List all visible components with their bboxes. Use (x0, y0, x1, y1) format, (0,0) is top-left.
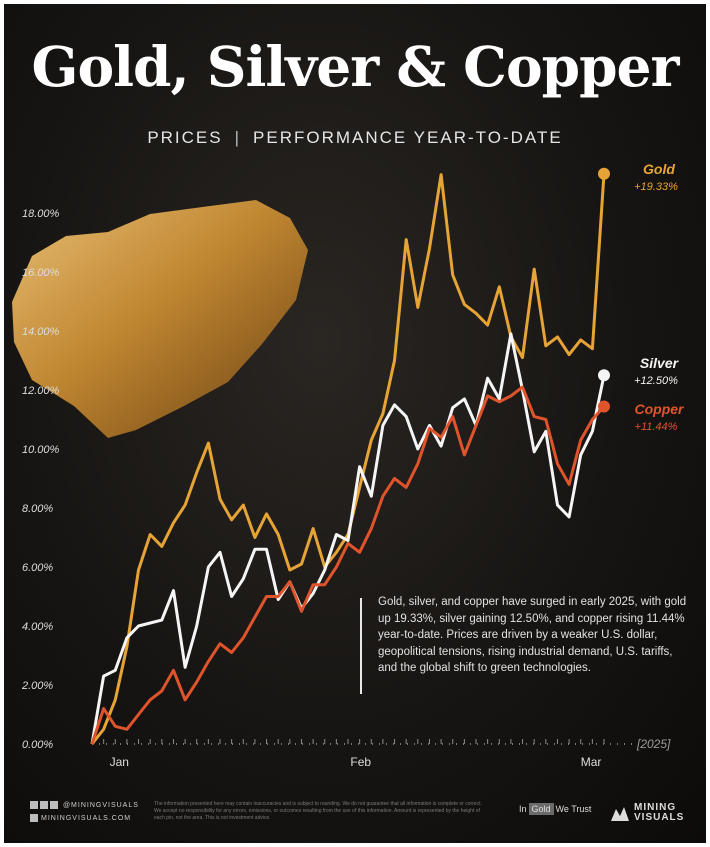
series-name-label: Copper (635, 401, 686, 417)
x-tick-label: Feb (350, 755, 371, 769)
series-name-label: Gold (643, 161, 675, 177)
x-tick-label: Mar (581, 755, 602, 769)
facebook-icon[interactable] (30, 801, 38, 809)
website-link[interactable]: MININGVISUALS.COM (30, 814, 131, 822)
chart-svg: 0.00% 2.00% 4.00% 6.00% 8.00% 10.00% 12.00% 14.… (12, 161, 685, 769)
series-end-point-gold (598, 167, 610, 180)
series-end-point-copper (598, 400, 610, 413)
y-tick-label: 16.00% (22, 267, 60, 279)
trust-in: In (519, 804, 527, 814)
series-value-label: +11.44% (635, 421, 678, 433)
infographic-frame: Gold, Silver & Copper PRICES | PERFORMANCE… (4, 4, 706, 843)
in-gold-we-trust-logo: In Gold We Trust (519, 803, 591, 815)
y-tick-label: 18.00% (22, 208, 60, 220)
y-tick-label: 4.00% (22, 621, 53, 633)
subtitle-separator: | (234, 128, 242, 147)
y-tick-label: 0.00% (22, 739, 53, 751)
year-label: [2025] (636, 737, 671, 751)
chart-plot: 0.00% 2.00% 4.00% 6.00% 8.00% 10.00% 12.00% 14.… (21, 161, 685, 769)
footer: @MININGVISUALS MININGVISUALS.COM The inf… (4, 799, 706, 839)
y-tick-label: 10.00% (22, 444, 60, 456)
series-end-point-silver (598, 369, 610, 382)
series-line-copper (90, 385, 606, 745)
annotation-rule (360, 598, 362, 694)
social-links: @MININGVISUALS (30, 801, 139, 809)
y-tick-label: 2.00% (21, 680, 53, 692)
trust-rest: We Trust (555, 804, 592, 814)
subtitle-prices: PRICES (147, 128, 223, 147)
series-line-silver (90, 332, 606, 745)
page-subtitle: PRICES | PERFORMANCE YEAR-TO-DATE (4, 128, 706, 148)
subtitle-performance: PERFORMANCE YEAR-TO-DATE (253, 128, 563, 147)
mining-visuals-icon (611, 807, 629, 821)
y-tick-label: 12.00% (22, 385, 60, 397)
series-value-label: +19.33% (634, 181, 678, 193)
globe-icon (30, 814, 38, 822)
annotation-text: Gold, silver, and copper have surged in … (378, 596, 687, 674)
x-tick-label: Jan (110, 755, 129, 769)
linkedin-icon[interactable] (50, 801, 58, 809)
y-tick-label: 14.00% (22, 326, 60, 338)
twitter-icon[interactable] (40, 801, 48, 809)
disclaimer-text: The information presented here may conta… (154, 801, 482, 821)
trust-gold: Gold (528, 803, 554, 815)
gold-nugget-image (12, 200, 308, 438)
series-name-label: Silver (640, 355, 680, 371)
series-value-label: +12.50% (634, 375, 678, 387)
social-handle: @MININGVISUALS (62, 801, 139, 809)
brand-line-1: MINING (634, 802, 677, 813)
y-tick-label: 8.00% (22, 503, 53, 515)
page-title: Gold, Silver & Copper (31, 34, 679, 99)
website-text: MININGVISUALS.COM (41, 814, 132, 822)
y-tick-label: 6.00% (22, 562, 53, 574)
brand-line-2: VISUALS (634, 812, 685, 823)
